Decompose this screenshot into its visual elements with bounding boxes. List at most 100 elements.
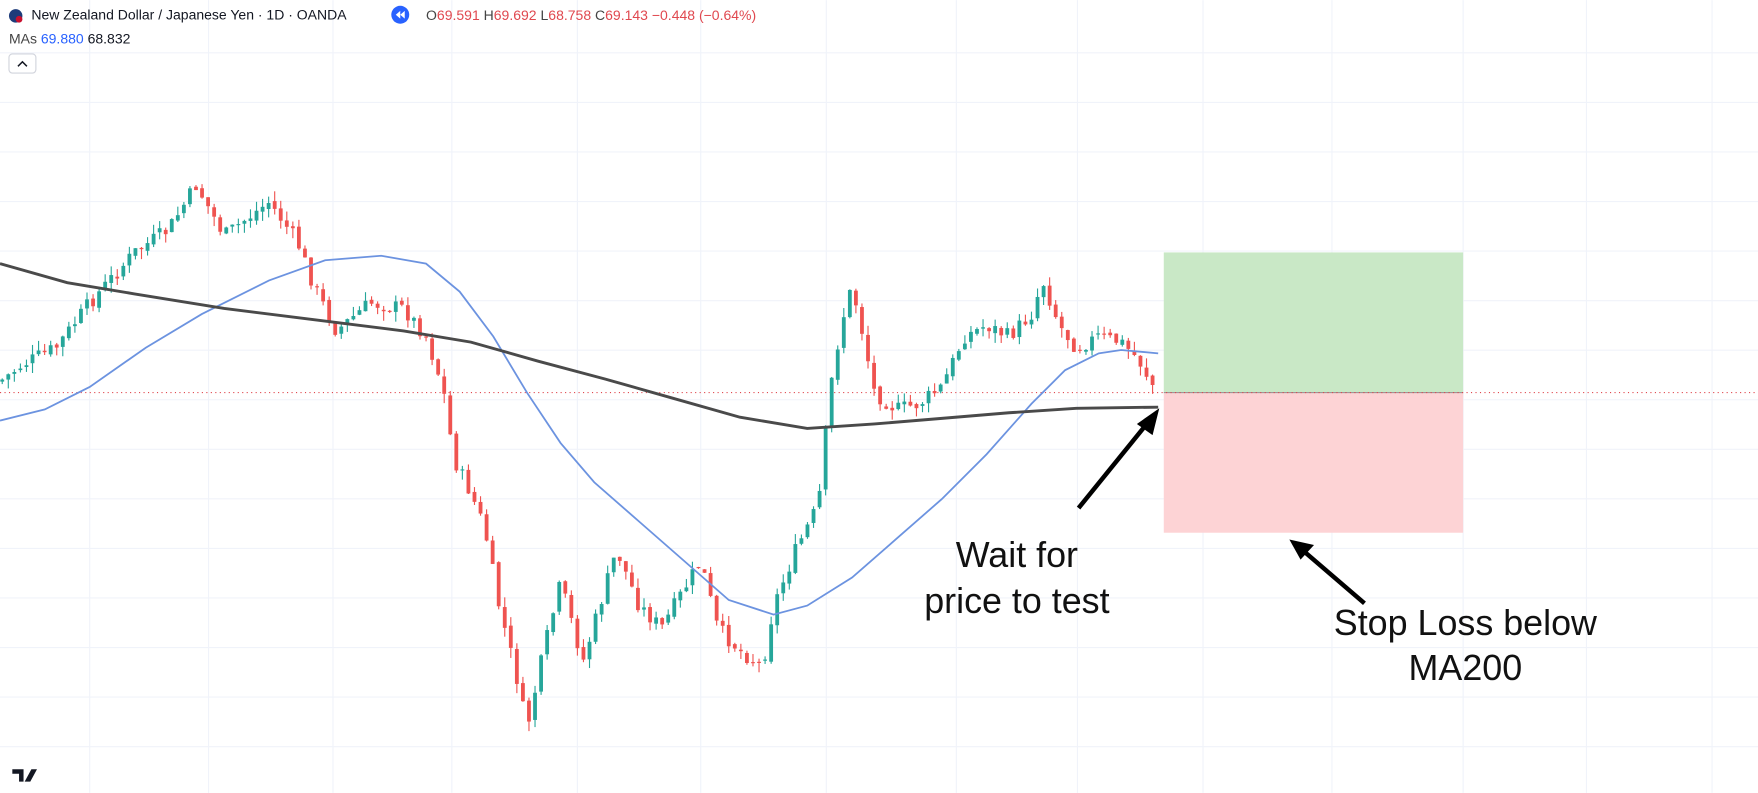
ohlc-value: 69.591: [437, 7, 480, 23]
candle-body: [1071, 338, 1076, 352]
candle-body: [732, 644, 737, 649]
candles: [0, 184, 1155, 732]
candle-body: [284, 220, 289, 227]
ma-value: 68.832: [88, 30, 131, 46]
candle-body: [962, 343, 967, 350]
arrow: [1289, 539, 1366, 606]
candle-body: [823, 426, 828, 490]
candle-body: [981, 327, 985, 329]
candle-body: [660, 618, 665, 625]
ohlc-label: L: [540, 7, 548, 23]
candle-body: [569, 594, 574, 618]
candle-body: [926, 390, 931, 404]
candle-body: [956, 351, 961, 360]
candle-body: [66, 326, 71, 339]
candle-body: [853, 290, 858, 306]
collapse-button[interactable]: [8, 53, 37, 74]
candle-body: [987, 328, 992, 332]
candle-body: [696, 567, 701, 569]
candle-body: [405, 305, 410, 321]
candle-body: [460, 469, 465, 471]
candle-body: [648, 607, 652, 623]
candle-body: [321, 289, 326, 302]
tv-logo: [12, 769, 37, 782]
candle-body: [412, 317, 416, 321]
candle-body: [363, 300, 368, 312]
candle-body: [950, 357, 955, 377]
candle-body: [551, 613, 556, 633]
candle-body: [811, 509, 816, 523]
candle-body: [932, 390, 937, 394]
candle-body: [54, 344, 59, 348]
candle-body: [1096, 333, 1100, 335]
ohlc-label: H: [484, 7, 494, 23]
candle-body: [133, 248, 138, 256]
annotation: price to test: [924, 581, 1109, 621]
candle-body: [436, 359, 441, 375]
candle-body: [829, 377, 834, 427]
candle-body: [490, 540, 495, 564]
candle-body: [157, 228, 162, 233]
candle-body: [884, 406, 889, 409]
arrow: [1076, 408, 1160, 510]
ma-200-line: [0, 262, 1159, 430]
candle-body: [478, 501, 483, 514]
candle-body: [290, 226, 295, 229]
candle-body: [1090, 336, 1094, 351]
candle-body: [999, 327, 1004, 336]
candle-body: [799, 538, 804, 544]
candle-body: [642, 607, 646, 610]
candle-body: [42, 350, 47, 353]
candle-body: [914, 404, 919, 409]
arrow-head: [1289, 539, 1315, 560]
candle-body: [309, 257, 313, 286]
candle-body: [424, 336, 428, 338]
candle-body: [169, 219, 174, 233]
candle-body: [266, 203, 271, 210]
candle-body: [1144, 367, 1149, 377]
candle-body: [91, 298, 95, 307]
candle-body: [212, 207, 217, 217]
indicator-name: MAs: [9, 30, 37, 46]
candle-body: [188, 188, 192, 205]
candle-body: [890, 407, 895, 411]
candle-body: [1114, 333, 1119, 343]
candle-body: [502, 607, 507, 628]
candle-body: [442, 376, 447, 394]
candle-body: [303, 248, 307, 258]
candle-body: [678, 591, 683, 601]
candle-body: [835, 349, 840, 380]
annotation: MA200: [1409, 648, 1523, 688]
candle-body: [575, 618, 580, 649]
candle-body: [272, 201, 277, 209]
candle-body: [860, 307, 864, 334]
candle-body: [30, 354, 35, 364]
candle-body: [623, 561, 628, 572]
candle-body: [242, 220, 247, 224]
candle-body: [751, 662, 755, 664]
candle-body: [85, 299, 89, 309]
candle-body: [296, 226, 301, 249]
candle-body: [1059, 316, 1064, 329]
candle-body: [769, 624, 774, 662]
candle-body: [369, 299, 374, 304]
candle-body: [454, 433, 459, 471]
candle-body: [805, 524, 810, 538]
candle-body: [381, 309, 386, 312]
candle-body: [781, 582, 786, 594]
candle-body: [260, 206, 265, 212]
stop-zone: [1163, 392, 1464, 533]
candle-body: [351, 316, 356, 320]
candle-body: [539, 655, 543, 692]
ohlc-legend: O69.591 H69.692 L68.758 C69.143 −0.448 (…: [426, 7, 756, 23]
candle-body: [248, 218, 253, 221]
candle-body: [702, 569, 707, 573]
candle-body: [418, 318, 422, 337]
candle-body: [218, 217, 223, 232]
candle-body: [181, 204, 186, 214]
candle-body: [175, 215, 180, 221]
candle-body: [841, 317, 846, 348]
candle-body: [672, 598, 677, 617]
candle-body: [1065, 330, 1070, 341]
